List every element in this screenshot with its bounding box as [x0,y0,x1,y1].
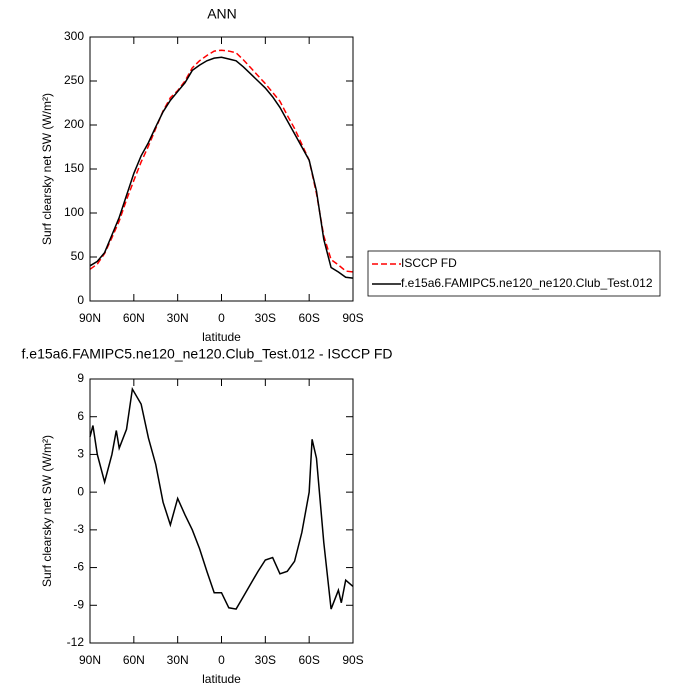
chart-title: ANN [207,6,237,22]
y-tick-label: 300 [64,29,84,43]
x-axis-label: latitude [202,330,241,344]
x-tick-label: 60N [123,653,145,667]
x-axis-label: latitude [202,672,241,686]
x-tick-label: 60S [298,311,319,325]
y-tick-label: 9 [77,371,84,385]
y-tick-label: -12 [67,635,85,649]
data-line [89,386,354,610]
legend-label: f.e15a6.FAMIPC5.ne120_ne120.Club_Test.01… [401,276,653,290]
y-tick-label: -3 [73,522,84,536]
y-tick-label: -9 [73,597,84,611]
y-axis-label: Surf clearsky net SW (W/m²) [40,93,54,245]
y-axis-label: Surf clearsky net SW (W/m²) [40,435,54,587]
plot-frame [89,378,354,644]
y-tick-label: 6 [77,409,84,423]
y-tick-label: 150 [64,161,84,175]
y-tick-label: -6 [73,560,84,574]
y-tick-label: 250 [64,73,84,87]
x-tick-label: 90S [342,653,363,667]
x-tick-label: 30S [255,311,276,325]
y-tick-label: 100 [64,205,84,219]
y-tick-label: 0 [77,293,84,307]
legend-box [367,250,661,297]
plot-frame [89,36,354,302]
x-tick-label: 60S [298,653,319,667]
x-tick-label: 0 [218,653,225,667]
y-tick-label: 50 [71,249,85,263]
legend-label: ISCCP FD [401,256,457,270]
data-line [89,56,354,279]
data-line [89,49,354,273]
x-tick-label: 30N [167,311,189,325]
x-tick-label: 90S [342,311,363,325]
x-tick-label: 30S [255,653,276,667]
y-tick-label: 0 [77,484,84,498]
x-tick-label: 30N [167,653,189,667]
x-tick-label: 60N [123,311,145,325]
x-tick-label: 90N [79,311,101,325]
x-tick-label: 0 [218,311,225,325]
y-tick-label: 200 [64,117,84,131]
y-tick-label: 3 [77,447,84,461]
chart-title: f.e15a6.FAMIPC5.ne120_ne120.Club_Test.01… [22,346,393,362]
x-tick-label: 90N [79,653,101,667]
